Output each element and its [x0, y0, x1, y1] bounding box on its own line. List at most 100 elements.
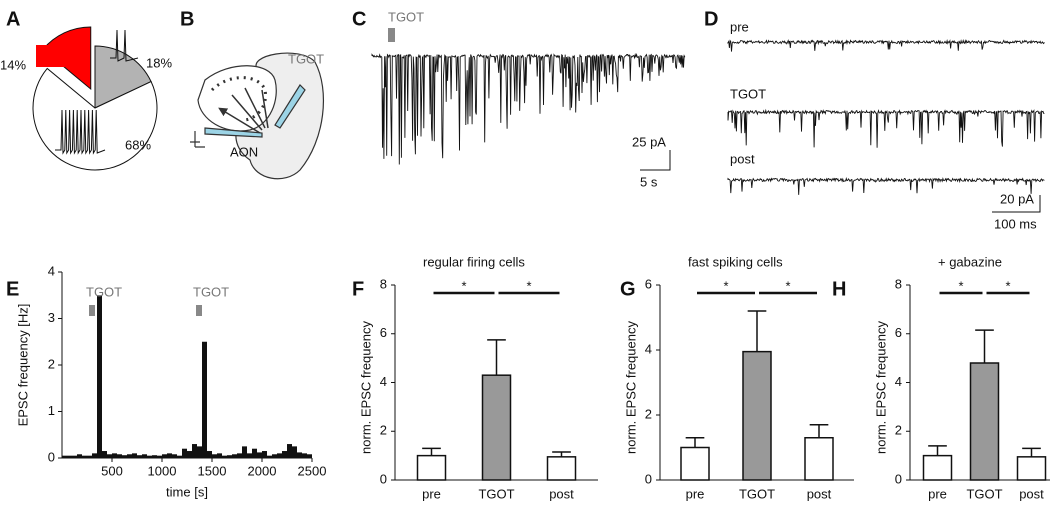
stimulus-label: TGOT: [388, 9, 424, 24]
x-tick-label: TGOT: [966, 486, 1002, 501]
x-tick-label: 1500: [198, 463, 227, 478]
y-tick-label: 3: [48, 310, 55, 325]
histogram-bar: [207, 451, 212, 458]
panel-letter: F: [352, 278, 364, 300]
x-tick-label: TGOT: [739, 486, 775, 501]
significance-label: *: [785, 278, 790, 293]
x-tick-label: TGOT: [478, 486, 514, 501]
bar: [922, 454, 953, 481]
recording-pipette: [204, 127, 263, 138]
scale-label: 100 ms: [994, 216, 1037, 231]
y-tick-label: 2: [48, 356, 55, 371]
y-tick-label: 6: [645, 276, 652, 291]
histogram-bar: [222, 455, 227, 458]
histogram-bar: [127, 454, 132, 458]
scale-bar: [992, 195, 1041, 213]
histogram-bar: [137, 455, 142, 458]
histogram-bar: [97, 295, 102, 458]
bar: [416, 454, 447, 481]
histogram-bar: [117, 454, 122, 458]
significance-label: *: [958, 278, 963, 293]
pie-label: 14%: [0, 57, 26, 72]
histogram-bar: [107, 454, 112, 458]
bulb-outline: [197, 65, 277, 132]
condition-label: TGOT: [730, 86, 766, 101]
projection: [222, 87, 269, 134]
significance-label: *: [461, 278, 466, 293]
annotation: TGOT: [86, 284, 122, 299]
histogram-bar: [262, 451, 267, 458]
histogram-bar: [272, 454, 277, 458]
histogram-bar: [92, 453, 97, 458]
histogram-bar: [242, 446, 247, 458]
histogram-bar: [152, 455, 157, 458]
x-axis-label: time [s]: [166, 484, 208, 499]
significance-label: *: [526, 278, 531, 293]
region-label: AON: [230, 144, 258, 159]
histogram-bar: [77, 454, 82, 458]
panel-letters: A B C D E F G H: [6, 8, 846, 300]
y-tick-label: 1: [48, 403, 55, 418]
y-tick-label: 0: [48, 449, 55, 464]
y-tick-label: 8: [895, 276, 902, 291]
pie-slice: [32, 67, 158, 171]
significance-label: *: [1005, 278, 1010, 293]
bar: [742, 350, 772, 481]
puff-pipette: [274, 84, 306, 129]
histogram-bar: [192, 444, 197, 458]
y-tick-label: 6: [380, 325, 387, 340]
y-tick-label: 2: [895, 423, 902, 438]
x-tick-label: post: [1019, 486, 1044, 501]
condition-label: pre: [730, 19, 749, 34]
spike-icon: [55, 109, 106, 155]
x-tick-label: post: [549, 486, 574, 501]
amplifier: [190, 131, 205, 148]
histogram-bar: [287, 444, 292, 458]
x-tick-label: 2000: [248, 463, 277, 478]
y-tick-label: 4: [895, 374, 902, 389]
scale-label: 20 pA: [1000, 191, 1034, 206]
histogram-bar: [87, 455, 92, 458]
y-axis-label: EPSC frequency [Hz]: [15, 304, 30, 427]
y-tick-label: 2: [380, 423, 387, 438]
legend-swatch: [36, 45, 72, 67]
histogram-bar: [267, 455, 272, 458]
bar: [1016, 456, 1047, 481]
histogram-bar: [132, 453, 137, 458]
significance-label: *: [723, 278, 728, 293]
pie-slice: [94, 45, 152, 109]
pie-label: 68%: [125, 137, 151, 152]
bar: [546, 456, 577, 481]
trace: [371, 52, 686, 165]
histogram-bar: [247, 453, 252, 458]
histogram-bar: [122, 455, 127, 458]
histogram-bar: [292, 446, 297, 458]
panel-letter: H: [832, 278, 846, 300]
scale-label: 5 s: [640, 174, 658, 189]
x-tick-label: 500: [101, 463, 123, 478]
histogram-bar: [142, 454, 147, 458]
histogram-bar: [187, 451, 192, 458]
histogram-bar: [182, 448, 187, 458]
histogram-bar: [162, 454, 167, 458]
histogram-bar: [67, 455, 72, 458]
histogram-bar: [102, 451, 107, 458]
chart-title: fast spiking cells: [688, 254, 783, 269]
chart-title: + gabazine: [938, 254, 1002, 269]
histogram-bar: [252, 448, 257, 458]
histogram-bar: [297, 452, 302, 458]
x-tick-label: 2500: [298, 463, 327, 478]
histogram-bar: [82, 455, 87, 458]
x-tick-label: pre: [422, 486, 441, 501]
histogram-bar: [172, 454, 177, 458]
histogram-bar: [232, 454, 237, 458]
histogram-bar: [302, 453, 307, 458]
histogram-bar: [157, 455, 162, 458]
histogram-bar: [282, 451, 287, 458]
histogram-bar: [147, 455, 152, 458]
histogram-bar: [112, 453, 117, 458]
y-tick-label: 0: [895, 471, 902, 486]
stimulus-marker: [89, 305, 95, 316]
histogram-bar: [202, 341, 207, 458]
panel-letter: E: [6, 278, 19, 300]
